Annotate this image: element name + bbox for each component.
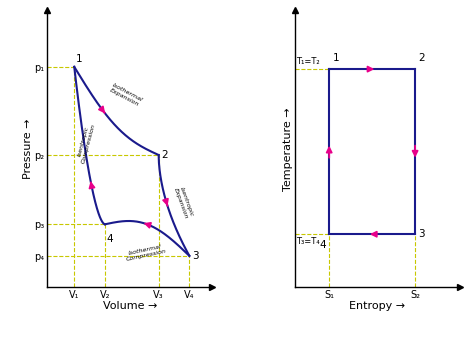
Text: 2: 2 (161, 150, 168, 160)
Y-axis label: Temperature →: Temperature → (283, 107, 293, 191)
Text: T₃=T₄: T₃=T₄ (297, 237, 320, 246)
Text: 1: 1 (333, 53, 339, 63)
Text: 2: 2 (419, 53, 425, 63)
Text: T₁=T₂: T₁=T₂ (297, 57, 320, 66)
X-axis label: Volume →: Volume → (103, 301, 157, 311)
Text: 4: 4 (107, 234, 113, 244)
X-axis label: Entropy →: Entropy → (349, 301, 405, 311)
Text: 1: 1 (76, 54, 83, 64)
Text: Isothermal
Compression: Isothermal Compression (124, 243, 166, 262)
Text: 3: 3 (419, 229, 425, 239)
Text: 4: 4 (319, 240, 326, 250)
Text: 3: 3 (192, 251, 199, 261)
Text: Isentropic
Compression: Isentropic Compression (75, 121, 96, 164)
Y-axis label: Pressure →: Pressure → (23, 119, 33, 179)
Text: Isentropic
Expansion: Isentropic Expansion (173, 185, 194, 219)
Text: Isothermal
Expansion: Isothermal Expansion (109, 83, 143, 108)
